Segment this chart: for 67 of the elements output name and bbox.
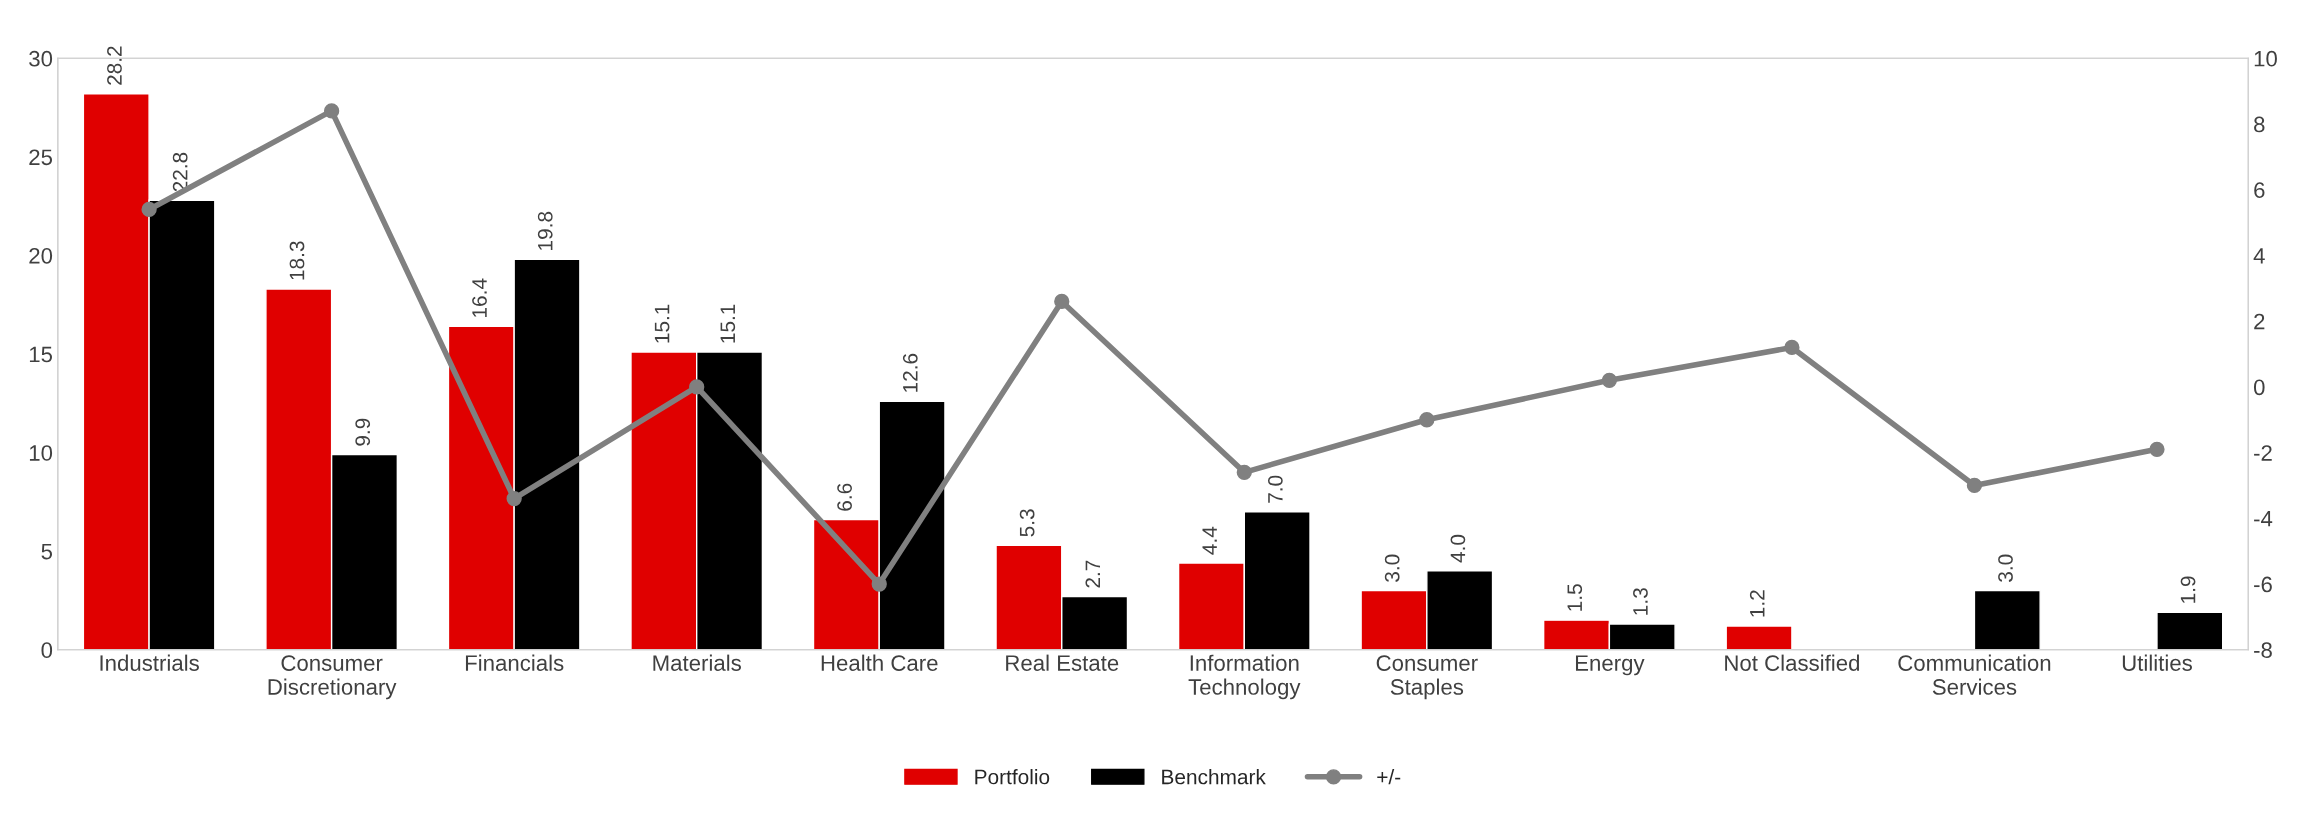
data-label: 19.8 [537, 211, 553, 250]
y2-tick-label: 6 [2254, 182, 2265, 199]
x-tick-label: Financials [465, 654, 564, 671]
legend-label: +/- [1377, 769, 1401, 785]
data-label: 16.4 [472, 278, 487, 317]
y2-tick-label: 4 [2253, 248, 2265, 264]
data-label: 9.9 [355, 418, 371, 446]
y2-tick-label: 8 [2254, 116, 2265, 133]
x-tick-label: Not Classified [1725, 654, 1860, 671]
point [1419, 412, 1435, 428]
y-tick-label: 5 [41, 543, 53, 560]
y2-tick-label: 2 [2254, 313, 2265, 330]
x-tick-label: Industrials [100, 654, 199, 671]
y-tick-label: 30 [29, 50, 53, 67]
x-tick-label: Utilities [2122, 654, 2192, 671]
y-tick-label: 20 [29, 247, 53, 264]
x-tick-label: Materials [653, 654, 741, 671]
point [506, 490, 522, 507]
x-tick-label: Energy [1575, 655, 1645, 676]
x-tick-label: Consumer Staples [1376, 655, 1478, 700]
y2-tick-label: 0 [2253, 379, 2265, 396]
y-tick-label: 0 [41, 642, 53, 659]
data-label: 4.4 [1202, 526, 1217, 555]
y2-tick-label: -4 [2254, 511, 2273, 527]
y-tick-label: 25 [29, 149, 53, 166]
bar [1725, 625, 1793, 650]
bar [2156, 611, 2224, 650]
data-label: 4.0 [1450, 534, 1466, 563]
point [689, 379, 705, 395]
y2-tick-label: -8 [2254, 642, 2272, 659]
data-label: 18.3 [289, 241, 305, 280]
point [141, 201, 157, 218]
x-tick-label: Real Estate [1006, 654, 1119, 671]
point [1966, 477, 1983, 494]
data-label: 1.5 [1567, 584, 1583, 611]
data-label: 15.1 [720, 304, 736, 343]
data-label: 1.3 [1633, 588, 1648, 615]
data-label: 5.3 [1019, 509, 1035, 537]
point [1236, 464, 1252, 480]
point [1601, 372, 1618, 388]
y2-tick-label: 10 [2254, 50, 2277, 67]
data-label: 3.0 [1998, 554, 2013, 582]
data-label: 1.9 [2180, 576, 2196, 603]
data-label: 12.6 [902, 353, 918, 392]
x-tick-label: Consumer Discretionary [268, 655, 397, 700]
point [2149, 441, 2165, 457]
point [1784, 339, 1800, 356]
data-label: 15.1 [654, 304, 670, 343]
data-label: 7.0 [1267, 475, 1283, 503]
data-label: 3.0 [1384, 554, 1400, 582]
point [1054, 293, 1070, 310]
data-label: 28.2 [107, 46, 122, 85]
x-tick-label: Information Technology [1188, 654, 1301, 700]
legend-label: Benchmark [1162, 769, 1266, 785]
y-tick-label: 10 [29, 445, 53, 461]
y-tick-label: 15 [29, 346, 53, 363]
data-label: 1.2 [1749, 590, 1765, 617]
point [323, 103, 340, 119]
data-label: 6.6 [837, 483, 852, 511]
y2-tick-label: -2 [2254, 445, 2272, 461]
x-tick-label: Communication Services [1898, 654, 2051, 695]
bar [1973, 589, 2041, 650]
x-tick-label: Health Care [821, 654, 938, 671]
legend-label: Portfolio [975, 769, 1050, 785]
point [871, 576, 887, 592]
y2-tick-label: -6 [2254, 576, 2272, 593]
data-label: 2.7 [1085, 560, 1101, 588]
